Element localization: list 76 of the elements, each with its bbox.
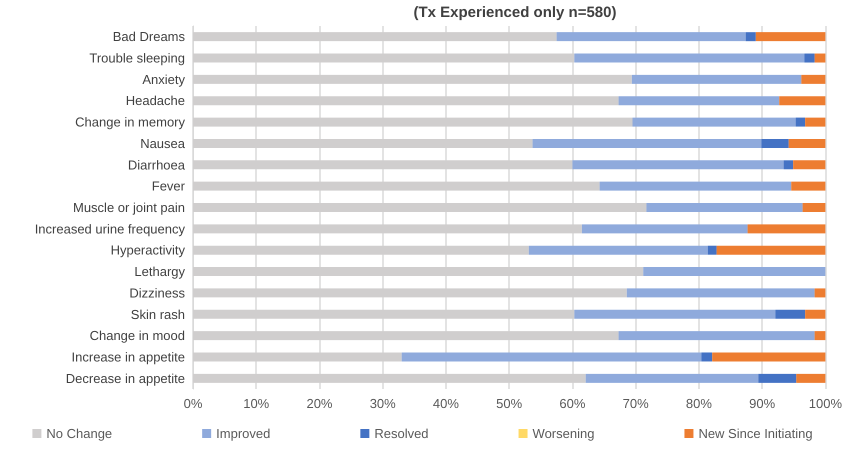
bar xyxy=(762,138,789,148)
y-tick-label: Increased urine frequency xyxy=(34,221,186,236)
bar xyxy=(758,374,796,383)
bar xyxy=(788,138,826,148)
bar xyxy=(708,246,717,255)
bar xyxy=(646,203,803,212)
x-tick-label: 0% xyxy=(184,396,203,411)
y-tick-label: Bad Dreams xyxy=(112,29,186,44)
bar xyxy=(805,118,826,127)
bar xyxy=(802,203,826,212)
bar xyxy=(801,74,826,84)
y-tick-label: Trouble sleeping xyxy=(89,50,185,66)
bar xyxy=(796,374,826,383)
bar xyxy=(643,267,826,276)
bar xyxy=(796,118,806,127)
bar xyxy=(748,224,826,234)
y-tick-label: Skin rash xyxy=(130,306,185,322)
bar xyxy=(618,331,815,340)
y-tick-label: Muscle or joint pain xyxy=(73,200,185,215)
bar xyxy=(814,288,826,298)
x-tick-label: 70% xyxy=(622,396,650,411)
bar xyxy=(528,246,708,255)
bar xyxy=(574,54,805,63)
bar xyxy=(582,224,748,234)
bar xyxy=(779,96,826,106)
bar xyxy=(574,310,776,319)
bar xyxy=(805,310,826,319)
bar xyxy=(632,118,796,127)
bar xyxy=(632,74,802,84)
legend-label: No Change xyxy=(46,426,112,441)
bar xyxy=(756,32,826,42)
x-tick-label: 10% xyxy=(243,396,270,411)
bar xyxy=(626,288,815,298)
x-tick-label: 50% xyxy=(496,396,523,411)
y-tick-label: Headache xyxy=(126,93,185,108)
x-tick-label: 20% xyxy=(306,396,333,411)
bar xyxy=(712,352,826,362)
y-tick-label: Anxiety xyxy=(142,72,186,87)
y-tick-label: Change in memory xyxy=(75,114,186,130)
legend-label: Improved xyxy=(216,426,270,441)
y-tick-label: Lethargy xyxy=(134,264,186,280)
bar xyxy=(716,246,826,255)
bar xyxy=(572,160,784,170)
x-tick-label: 30% xyxy=(370,396,396,411)
x-tick-label: 100% xyxy=(808,396,842,411)
bar xyxy=(701,352,712,362)
bar xyxy=(775,310,806,319)
bar xyxy=(793,160,826,170)
x-tick-label: 80% xyxy=(686,396,712,411)
y-tick-label: Nausea xyxy=(140,136,186,151)
bar xyxy=(402,352,702,362)
legend-label: Resolved xyxy=(374,426,429,441)
bar xyxy=(814,331,826,340)
y-tick-label: Fever xyxy=(152,178,186,194)
bar xyxy=(532,138,762,148)
legend-label: Worsening xyxy=(532,426,594,441)
y-tick-label: Increase in appetite xyxy=(72,349,185,364)
bar xyxy=(791,182,826,191)
bar xyxy=(600,182,792,191)
y-tick-label: Diarrhoea xyxy=(128,157,186,172)
bar xyxy=(804,54,815,63)
legend-label: New Since Initiating xyxy=(698,426,813,441)
bar xyxy=(556,32,746,42)
bar xyxy=(814,54,826,63)
x-tick-label: 90% xyxy=(749,396,776,411)
bar xyxy=(618,96,780,106)
bar xyxy=(586,374,758,383)
x-tick-label: 40% xyxy=(432,396,460,411)
y-tick-label: Hyperactivity xyxy=(110,242,186,258)
y-tick-label: Change in mood xyxy=(90,328,185,344)
x-tick-label: 60% xyxy=(559,396,586,411)
y-tick-label: Decrease in appetite xyxy=(66,370,185,386)
chart-title: (Tx Experienced only n=580) xyxy=(414,4,616,21)
bar xyxy=(784,160,794,170)
y-tick-label: Dizziness xyxy=(129,285,186,300)
bar xyxy=(746,32,756,42)
